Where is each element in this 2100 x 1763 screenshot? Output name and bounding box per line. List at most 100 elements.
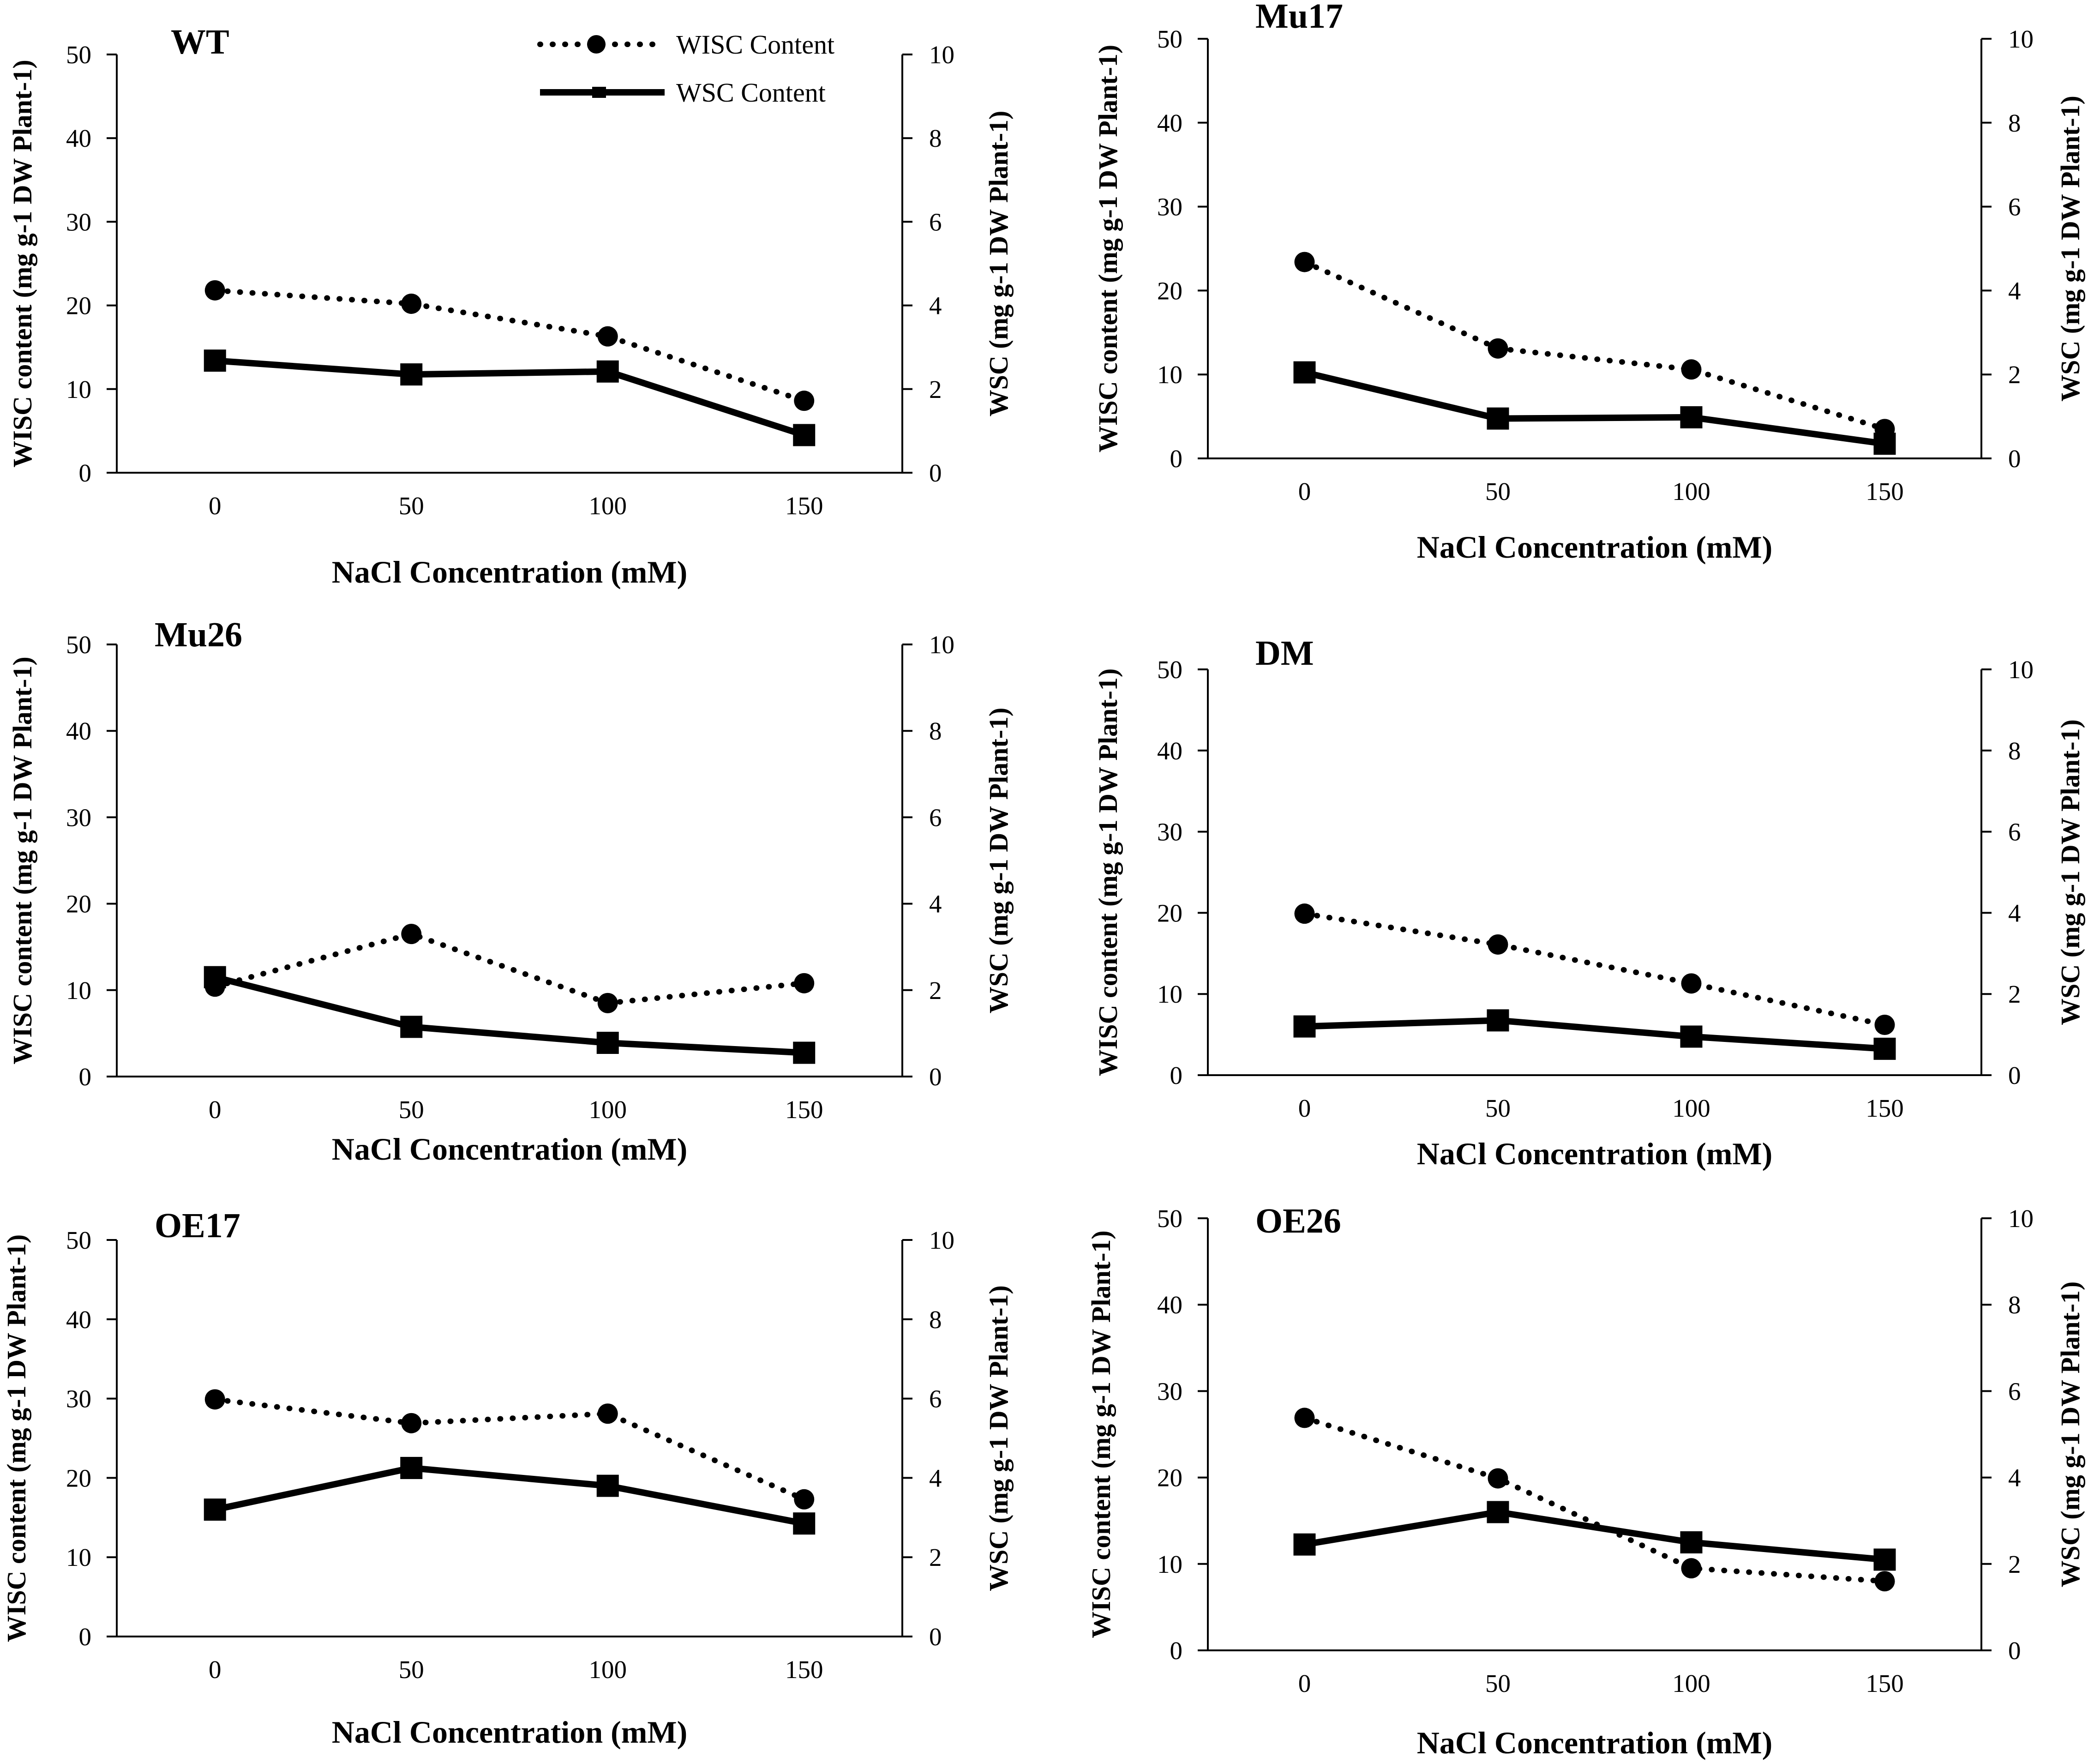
wsc-point	[204, 966, 226, 988]
left-tick-label: 0	[79, 1063, 92, 1091]
wisc-series-line	[1302, 911, 1888, 1028]
x-tick-label: 50	[1485, 477, 1511, 505]
x-tick-label: 100	[589, 1655, 627, 1684]
legend: WISC Content WSC Content	[537, 30, 834, 108]
x-tick-label: 150	[1866, 477, 1904, 505]
right-tick-label: 0	[929, 459, 942, 487]
right-tick-label: 8	[2008, 109, 2021, 137]
wisc-series-line	[212, 287, 807, 404]
right-tick-label: 10	[929, 1226, 954, 1254]
x-tick-label: 50	[399, 1655, 424, 1684]
x-axis-title: NaCl Concentration (mM)	[332, 1131, 688, 1167]
left-tick-label: 30	[1157, 193, 1182, 221]
wsc-point	[1873, 1548, 1896, 1571]
wsc-point	[1680, 1531, 1703, 1553]
x-axis-title: NaCl Concentration (mM)	[332, 554, 688, 590]
wisc-point	[597, 326, 618, 347]
right-tick-label: 4	[2008, 1464, 2021, 1492]
wsc-series-line	[214, 974, 804, 1056]
panel-title: OE17	[155, 1206, 240, 1245]
right-tick-label: 10	[2008, 25, 2034, 53]
right-tick-label: 0	[2008, 1061, 2021, 1089]
right-tick-label: 6	[929, 1385, 942, 1413]
wisc-point	[1681, 359, 1702, 380]
wisc-series-line	[1302, 259, 1888, 432]
right-tick-label: 10	[2008, 656, 2034, 684]
right-tick-label: 8	[2008, 1291, 2021, 1319]
wsc-point	[1680, 406, 1703, 428]
legend-wisc-label: WISC Content	[676, 30, 834, 60]
wsc-point	[204, 1498, 226, 1521]
left-axis-title: WISC content (mg g-1 DW Plant-1)	[1086, 1230, 1116, 1638]
right-tick-label: 4	[929, 890, 942, 918]
wisc-point	[794, 973, 815, 993]
left-tick-label: 10	[1157, 361, 1182, 389]
x-tick-label: 0	[209, 1655, 222, 1684]
right-tick-label: 10	[929, 631, 954, 659]
left-tick-label: 40	[1157, 737, 1182, 765]
x-tick-label: 50	[1485, 1094, 1511, 1122]
wisc-point	[1874, 1571, 1895, 1592]
wisc-point	[1294, 1408, 1315, 1428]
right-tick-label: 10	[2008, 1204, 2034, 1233]
right-tick-label: 2	[929, 375, 942, 403]
left-tick-label: 50	[1157, 656, 1182, 684]
left-tick-label: 50	[66, 1226, 91, 1254]
right-tick-label: 4	[2008, 277, 2021, 305]
left-tick-label: 20	[66, 1464, 91, 1492]
left-tick-label: 30	[1157, 818, 1182, 846]
right-tick-label: 6	[2008, 818, 2021, 846]
x-axis-title: NaCl Concentration (mM)	[1417, 1725, 1773, 1760]
wisc-point	[1874, 1015, 1895, 1035]
panel-title: WT	[171, 23, 229, 61]
left-tick-label: 20	[66, 292, 91, 320]
right-tick-label: 2	[2008, 980, 2021, 1008]
wisc-point	[401, 1413, 422, 1433]
right-axis-title: WSC (mg g-1 DW Plant-1)	[2055, 96, 2085, 402]
right-axis-title: WSC (mg g-1 DW Plant-1)	[984, 708, 1014, 1014]
wsc-point	[1293, 361, 1316, 384]
right-tick-label: 6	[929, 208, 942, 236]
left-tick-label: 10	[1157, 1550, 1182, 1578]
left-tick-label: 40	[1157, 1291, 1182, 1319]
wsc-point	[1293, 1015, 1316, 1038]
panel-title: DM	[1255, 634, 1314, 673]
wisc-series-line	[212, 931, 807, 1006]
right-tick-label: 8	[929, 717, 942, 745]
left-tick-label: 50	[66, 41, 91, 69]
x-axis-title: NaCl Concentration (mM)	[1417, 1136, 1773, 1171]
x-axis-title: NaCl Concentration (mM)	[332, 1715, 688, 1750]
right-tick-label: 0	[2008, 445, 2021, 473]
wsc-point	[1487, 407, 1509, 430]
left-tick-label: 0	[1170, 1061, 1183, 1089]
wisc-point	[1681, 1558, 1702, 1579]
x-axis-title: NaCl Concentration (mM)	[1417, 530, 1773, 565]
x-tick-label: 0	[1298, 477, 1311, 505]
left-tick-label: 10	[66, 375, 91, 403]
left-tick-label: 10	[66, 1543, 91, 1571]
left-tick-label: 0	[79, 459, 92, 487]
right-axis-title: WSC (mg g-1 DW Plant-1)	[2055, 1282, 2085, 1588]
right-tick-label: 4	[929, 1464, 942, 1492]
wisc-point	[401, 293, 422, 314]
legend-wisc-marker	[587, 35, 606, 54]
right-tick-label: 0	[929, 1623, 942, 1651]
right-tick-label: 2	[929, 976, 942, 1005]
left-tick-label: 30	[66, 803, 91, 831]
wisc-point	[1488, 338, 1508, 359]
wisc-point	[401, 924, 422, 945]
left-axis-title: WISC content (mg g-1 DW Plant-1)	[7, 656, 37, 1064]
right-tick-label: 0	[929, 1063, 942, 1091]
wsc-point	[793, 424, 816, 446]
wisc-point	[1488, 1468, 1508, 1489]
wisc-point	[794, 391, 815, 411]
left-tick-label: 50	[1157, 25, 1182, 53]
x-tick-label: 0	[1298, 1669, 1311, 1697]
right-tick-label: 8	[929, 1306, 942, 1334]
x-tick-label: 150	[1866, 1669, 1904, 1697]
panel-title: OE26	[1255, 1202, 1341, 1240]
right-axis-title: WSC (mg g-1 DW Plant-1)	[984, 111, 1014, 417]
